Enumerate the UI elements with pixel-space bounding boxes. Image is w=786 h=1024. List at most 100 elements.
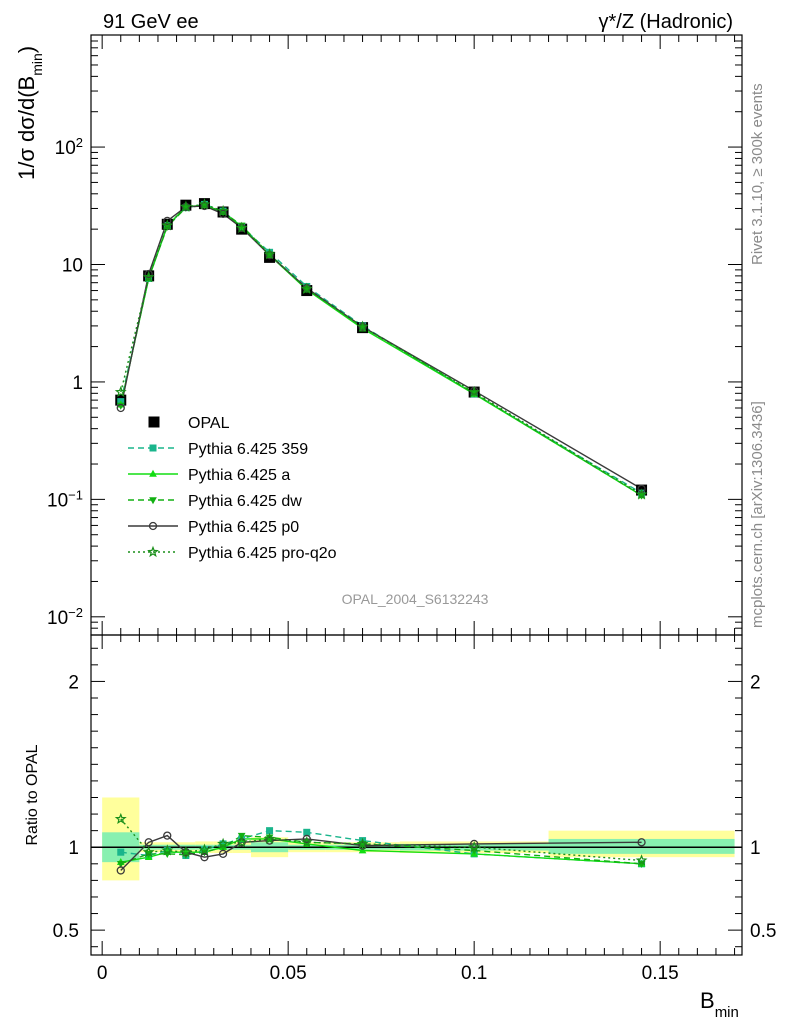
legend-entry: Pythia 6.425 359 <box>128 441 308 458</box>
ratio-series-point <box>218 849 228 859</box>
main-series-point <box>142 270 155 283</box>
legend-marker <box>149 444 157 452</box>
legend-marker-opal <box>148 416 160 428</box>
main-ytick-label: 10−2 <box>47 604 83 629</box>
legend-entry: Pythia 6.425 dw <box>128 493 302 510</box>
ratio-series-point <box>235 836 248 848</box>
xtick-label: 0 <box>97 963 108 984</box>
ratio-series-point <box>198 843 211 855</box>
tick-exponent: 2 <box>76 135 83 150</box>
ratio-ytick-label-right: 2 <box>750 672 761 693</box>
analysis-label: OPAL_2004_S6132243 <box>342 591 489 607</box>
ratio-series-point <box>635 854 648 866</box>
main-series-point <box>144 269 153 279</box>
main-series-point <box>116 403 125 413</box>
ratio-series-point <box>637 838 646 847</box>
ratio-ytick-label: 1 <box>68 838 79 859</box>
legend-marker <box>147 545 159 558</box>
ratio-series-point <box>200 853 209 862</box>
legend: OPAL Pythia 6.425 359 Pythia 6.425 a Pythia… <box>128 415 337 562</box>
legend-entry: Pythia 6.425 a <box>128 467 290 484</box>
ratio-series-point <box>116 861 125 869</box>
ratio-ytick-label-right: 1 <box>750 838 761 859</box>
ratio-series-point <box>302 834 311 844</box>
main-series-point <box>163 216 172 226</box>
ratio-series-point <box>217 837 230 850</box>
main-series-point <box>468 385 481 398</box>
main-ylabel-text: 1/σ dσ/d(Bmin) <box>14 46 45 180</box>
main-series-point <box>263 248 276 260</box>
main-ytick-label: 1 <box>72 373 83 394</box>
legend-label: Pythia 6.425 359 <box>188 441 308 458</box>
ratio-series-point <box>179 846 192 858</box>
main-series-point <box>356 320 369 332</box>
legend-label: Pythia 6.425 a <box>188 467 290 484</box>
legend-label: Pythia 6.425 dw <box>188 493 302 510</box>
main-ytick-label: 10−1 <box>47 487 83 512</box>
main-ylabel: 1/σ dσ/d(Bmin) <box>14 46 45 180</box>
ylabel-main-part: 1/σ dσ/d(B <box>14 76 39 180</box>
ratio-series-point <box>300 836 313 848</box>
legend-label: OPAL <box>188 415 230 432</box>
ratio-series-point <box>468 841 481 853</box>
ratio-series-point <box>265 834 274 842</box>
main-series-point <box>265 251 274 260</box>
rivet-label: Rivet 3.1.10, ≥ 300k events <box>749 83 766 265</box>
ratio-ylabel: Ratio to OPAL <box>24 744 41 845</box>
main-series-point <box>200 201 209 211</box>
ratio-series-point <box>144 838 153 847</box>
main-series-point <box>217 204 229 217</box>
ratio-ytick-label: 0.5 <box>53 921 79 942</box>
main-series-point <box>179 200 192 212</box>
tick-base: 10 <box>47 608 68 629</box>
xtick-label: 0.05 <box>270 963 307 984</box>
header-right: γ*/Z (Hadronic) <box>599 11 733 33</box>
header-left: 91 GeV ee <box>103 11 199 33</box>
main-ytick-label: 102 <box>55 135 83 160</box>
legend-marker <box>149 497 157 505</box>
ratio-series-point <box>163 831 172 840</box>
main-series-point <box>635 488 648 500</box>
xtick-label: 0.15 <box>642 963 679 984</box>
legend-entry-opal: OPAL <box>148 415 230 432</box>
ratio-series-point <box>117 848 125 856</box>
main-series-point <box>235 221 248 234</box>
legend-entry: Pythia 6.425 p0 <box>128 519 299 536</box>
tick-exponent: −1 <box>68 487 83 502</box>
ratio-series-point <box>142 846 155 858</box>
xlabel: Bmin <box>700 988 739 1021</box>
ratio-series-point <box>303 828 311 836</box>
ylabel-close-paren: ) <box>14 46 39 53</box>
legend-entry: Pythia 6.425 pro-q2o <box>128 545 337 562</box>
mcplots-label: mcplots.cern.ch [arXiv:1306.3436] <box>749 401 766 628</box>
ratio-frame <box>90 634 743 956</box>
tick-base: 10 <box>55 138 76 159</box>
main-ytick-label: 10 <box>62 255 83 276</box>
legend-label: Pythia 6.425 p0 <box>188 519 299 536</box>
ratio-series-point <box>161 844 174 856</box>
xtick-label: 0.1 <box>461 963 487 984</box>
ratio-series-point <box>358 841 367 850</box>
ratio-series-point <box>266 827 274 835</box>
tick-exponent: −2 <box>68 604 83 619</box>
ratio-series-point <box>265 836 274 845</box>
ratio-panel: 0.5 0.5 1 1 2 2 0 0.05 0.1 0.15 <box>53 634 776 984</box>
xlabel-subscript: min <box>715 1004 739 1021</box>
ratio-ytick-label-right: 0.5 <box>750 921 776 942</box>
tick-base: 10 <box>47 490 68 511</box>
main-series-line <box>120 203 642 496</box>
legend-label: Pythia 6.425 pro-q2o <box>188 545 337 562</box>
ratio-series-point <box>263 832 276 844</box>
main-series-point <box>218 209 228 218</box>
legend-marker <box>149 469 157 477</box>
ratio-series-point <box>116 866 125 875</box>
ratio-series-point <box>358 846 367 854</box>
ratio-series-point <box>356 837 369 850</box>
main-series-point <box>300 282 313 295</box>
ratio-series-point <box>470 839 479 849</box>
legend-marker <box>148 521 158 531</box>
ratio-series-point <box>114 812 127 825</box>
xlabel-main-part: B <box>700 988 715 1013</box>
